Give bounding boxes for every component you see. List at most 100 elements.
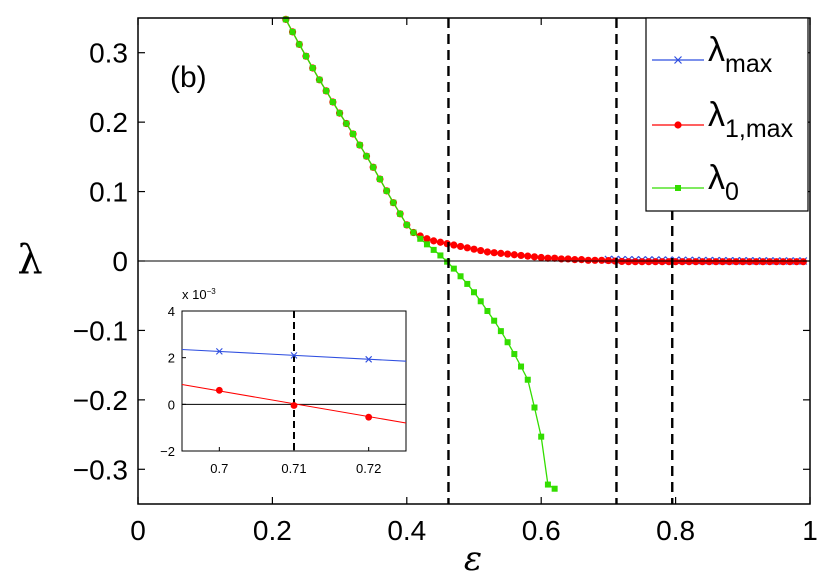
lambda-1max-point: [497, 249, 505, 257]
lambda-1max-point: [685, 258, 693, 266]
inset-exponent: x 10−3: [182, 287, 216, 302]
lambda-1max-point: [490, 249, 498, 257]
y-axis-ticks: 0.3 0.2 0.1 0 −0.1 −0.2 −0.3: [73, 38, 810, 485]
lambda-1max-point: [571, 256, 579, 264]
panel-label: (b): [170, 61, 207, 94]
x-tick-label: 0.2: [253, 515, 292, 546]
lambda-0-point: [417, 235, 424, 242]
lambda-1max-point: [483, 248, 492, 256]
y-tick-label: 0.1: [89, 177, 128, 208]
lambda-0-point: [376, 176, 383, 183]
lambda-0-point: [511, 351, 518, 358]
lambda-1max-point: [799, 258, 807, 266]
lambda-1max-point: [692, 258, 700, 266]
lambda-0-point: [457, 273, 464, 280]
y-axis-label: λ: [17, 237, 42, 283]
lambda-1max-point: [638, 258, 646, 266]
inset-x-tick-label: 0.71: [281, 461, 306, 476]
lambda-0-point: [444, 258, 451, 265]
lambda-0-point: [524, 376, 531, 383]
lambda-1max-point: [645, 258, 653, 266]
lambda-0-point: [531, 404, 538, 411]
lambda-0-point: [477, 298, 484, 305]
x-tick-label: 0: [130, 515, 146, 546]
lambda-1max-point: [577, 256, 586, 264]
lambda-1max-point: [651, 258, 660, 266]
x-tick-label: 1: [802, 515, 818, 546]
lambda-1max-point: [658, 258, 666, 266]
lambda-0-point: [296, 41, 303, 48]
lambda-0-point: [390, 199, 397, 206]
lambda-1max-point: [678, 258, 686, 266]
lambda-1max-point: [631, 258, 639, 266]
lambda-0-point: [544, 481, 551, 488]
lambda-0-point: [350, 130, 357, 137]
inset-x-tick-label: 0.72: [356, 461, 381, 476]
lambda-1max-point: [584, 256, 592, 264]
lambda-0-point: [410, 229, 417, 236]
lambda-0-point: [491, 317, 498, 324]
lambda-1max-point: [544, 254, 552, 262]
lambda-0-point: [430, 246, 437, 253]
lambda-1max-point: [719, 258, 727, 266]
lambda-1max-point: [732, 258, 740, 266]
x-tick-label: 0.8: [656, 515, 695, 546]
inset-y-tick-label: 2: [168, 351, 175, 366]
lambda-0-point: [471, 289, 477, 296]
x-axis-label: ε: [464, 539, 482, 574]
lambda-1max-point: [665, 258, 673, 266]
legend-lambda-1max-marker: [674, 121, 682, 129]
y-tick-label: 0.3: [89, 38, 128, 69]
inset-layer: 0.7 0.71 0.72 4 2 0 −2: [160, 304, 407, 476]
lambda-0-point: [484, 307, 491, 314]
lambda-1max-point: [530, 253, 539, 261]
x-axis-ticks: 0 0.2 0.4 0.6 0.8 1: [130, 18, 818, 546]
lambda-0-point: [423, 241, 430, 248]
inset-y-tick-label: 4: [168, 304, 175, 319]
lambda-1max-point: [537, 253, 545, 262]
y-tick-label: −0.3: [73, 454, 128, 485]
lambda-1max-point: [510, 251, 518, 259]
lambda-0-point: [383, 187, 390, 194]
lambda-1max-point: [766, 258, 774, 266]
inset-lambda-max-point: [290, 351, 298, 359]
lambda-1max-point: [524, 252, 532, 260]
lambda-0-point: [370, 164, 377, 171]
inset-lambda-max-point: [215, 347, 223, 355]
inset-lambda-1max-point: [365, 413, 373, 421]
lambda-1max-point: [725, 258, 733, 266]
y-tick-label: 0: [112, 246, 128, 277]
lambda-1max-point: [591, 256, 599, 264]
lambda-0-point: [397, 210, 404, 217]
inset-y-tick-label: −2: [160, 444, 175, 459]
legend-lambda-max-marker: [674, 56, 682, 64]
y-tick-label: −0.2: [73, 385, 128, 416]
lambda-1max-point: [551, 254, 559, 262]
lambda-0-point: [497, 328, 504, 335]
lambda-1max-point: [772, 258, 781, 266]
lambda-1max-point: [705, 258, 713, 266]
lambda-1max-point: [779, 258, 787, 266]
legend-box: [645, 17, 809, 212]
lambda-0-point: [504, 339, 511, 346]
legend-lambda-1max-label: λ1,max: [708, 96, 794, 143]
lambda-1max-point: [450, 241, 458, 249]
legend-lambda-0-marker: [675, 185, 681, 191]
lambda-0-point: [363, 153, 370, 160]
lambda-0-point: [323, 87, 330, 94]
lambda-0-point: [282, 16, 289, 23]
inset-lambda-1max-point: [290, 402, 298, 409]
lambda-0-point: [551, 485, 558, 492]
y-tick-label: −0.1: [73, 315, 128, 346]
lambda-1max-point: [477, 246, 485, 255]
lambda-1max-point: [752, 258, 760, 266]
lambda-1max-point: [624, 258, 633, 266]
lambda-1max-point: [672, 258, 680, 266]
lambda-1max-point: [430, 237, 438, 245]
lambda-1max-point: [504, 250, 512, 258]
lambda-0-point: [437, 252, 444, 259]
legend: λmax λ1,max λ0: [645, 17, 809, 212]
lambda-1max-point: [759, 258, 767, 266]
lambda-1max-point: [436, 238, 444, 246]
